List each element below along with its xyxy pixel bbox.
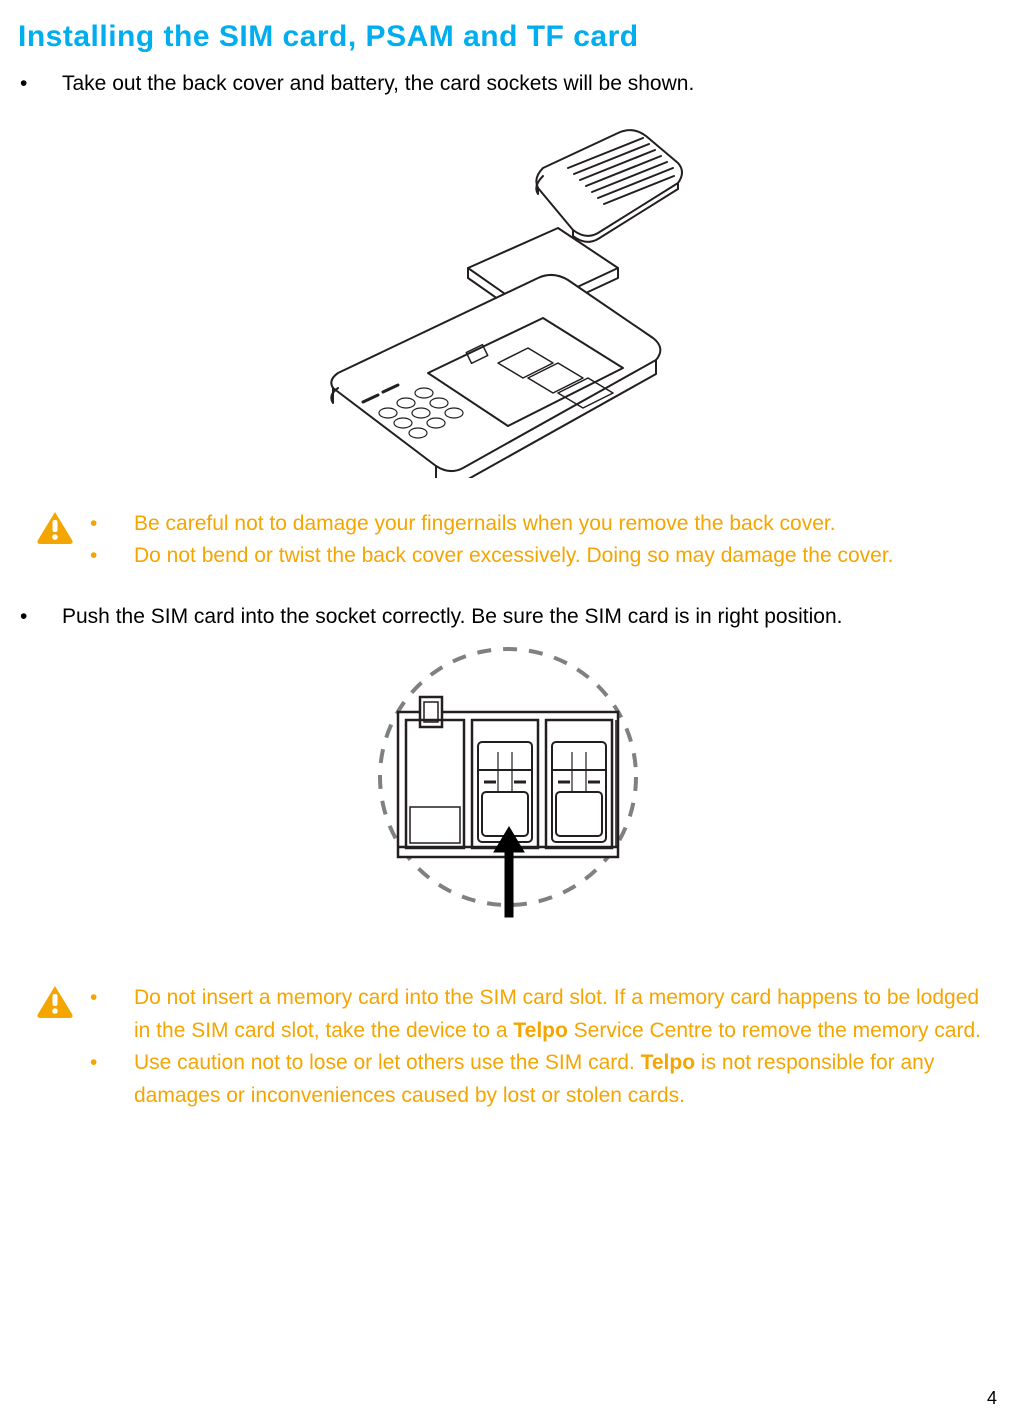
step-1-text: Take out the back cover and battery, the… bbox=[62, 68, 694, 100]
page-title: Installing the SIM card, PSAM and TF car… bbox=[18, 20, 997, 54]
step-2-text: Push the SIM card into the socket correc… bbox=[62, 601, 842, 633]
warning-block-2: Do not insert a memory card into the SIM… bbox=[18, 982, 997, 1112]
warning-1-item-1: Be careful not to damage your fingernail… bbox=[134, 508, 836, 541]
illustration-1 bbox=[18, 118, 997, 478]
bullet-dot bbox=[18, 601, 62, 633]
illustration-2 bbox=[18, 642, 997, 932]
sim-slot-illustration bbox=[348, 642, 668, 932]
warning-1-item-2: Do not bend or twist the back cover exce… bbox=[134, 540, 894, 573]
bullet-dot bbox=[18, 68, 62, 100]
warning-2-item-2: Use caution not to lose or let others us… bbox=[134, 1047, 997, 1112]
step-2: Push the SIM card into the socket correc… bbox=[18, 601, 997, 633]
warning-block-1: Be careful not to damage your fingernail… bbox=[18, 508, 997, 573]
warning-bullet bbox=[90, 540, 134, 573]
device-exploded-illustration bbox=[318, 118, 698, 478]
page-number: 4 bbox=[987, 1388, 997, 1409]
warning-bullet bbox=[90, 982, 134, 1047]
warning-bullet bbox=[90, 508, 134, 541]
step-1: Take out the back cover and battery, the… bbox=[18, 68, 997, 100]
warning-icon bbox=[36, 508, 90, 573]
warning-bullet bbox=[90, 1047, 134, 1112]
warning-2-item-1: Do not insert a memory card into the SIM… bbox=[134, 982, 997, 1047]
warning-icon bbox=[36, 982, 90, 1112]
